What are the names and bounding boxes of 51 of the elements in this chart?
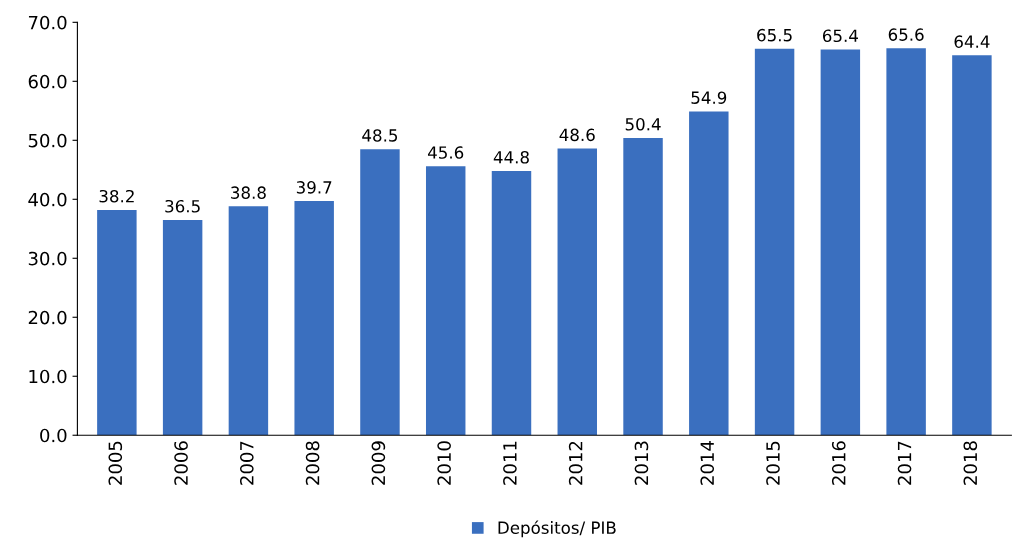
y-tick-label: 40.0 xyxy=(28,192,67,207)
x-tick-label: 2018 xyxy=(963,441,978,485)
x-tick-label: 2016 xyxy=(831,441,846,485)
bar xyxy=(820,49,861,436)
y-tick-label: 30.0 xyxy=(28,251,67,266)
x-tick-label: 2009 xyxy=(371,441,386,485)
data-label: 50.4 xyxy=(625,117,661,131)
y-tick-label: 70.0 xyxy=(28,15,67,30)
data-label: 36.5 xyxy=(165,199,200,213)
x-tick-label: 2017 xyxy=(897,441,912,485)
x-tick-label: 2011 xyxy=(503,441,517,485)
x-tick-label: 2008 xyxy=(305,441,320,485)
bar xyxy=(162,219,203,436)
data-label: 39.7 xyxy=(296,181,332,194)
data-label: 64.4 xyxy=(954,35,990,48)
bar xyxy=(294,201,334,436)
bar xyxy=(228,206,269,436)
data-label: 48.6 xyxy=(559,128,595,142)
data-label: 54.9 xyxy=(691,91,727,104)
x-tick-label: 2012 xyxy=(568,441,583,485)
y-tick-label: 50.0 xyxy=(28,133,67,148)
bar xyxy=(623,137,663,436)
x-tick-label: 2005 xyxy=(108,441,123,485)
x-tick-label: 2014 xyxy=(700,441,715,485)
bar xyxy=(886,48,926,436)
bar xyxy=(491,170,532,436)
bar xyxy=(557,148,597,436)
x-tick-label: 2007 xyxy=(239,441,254,485)
bar xyxy=(425,166,466,436)
data-label: 65.4 xyxy=(822,29,858,43)
bar xyxy=(689,111,729,436)
data-label: 48.5 xyxy=(362,129,398,142)
bar xyxy=(360,149,400,436)
bar xyxy=(952,55,992,436)
y-tick-label: 10.0 xyxy=(29,369,67,384)
data-label: 65.5 xyxy=(757,28,792,42)
data-label: 45.6 xyxy=(427,146,464,159)
bar xyxy=(97,209,137,436)
y-tick-label: 0.0 xyxy=(40,428,67,443)
data-label: 38.2 xyxy=(99,189,134,203)
legend-label: Depósitos/ PIB xyxy=(498,520,616,538)
y-tick-label: 20.0 xyxy=(28,310,67,325)
data-label: 65.6 xyxy=(888,28,924,41)
x-tick-label: 2010 xyxy=(437,441,451,485)
x-tick-label: 2013 xyxy=(634,441,649,485)
data-label: 38.8 xyxy=(231,186,266,199)
y-tick-label: 60.0 xyxy=(28,74,67,89)
bar xyxy=(754,48,795,436)
x-tick-label: 2006 xyxy=(174,441,188,485)
data-label: 44.8 xyxy=(493,150,529,164)
x-tick-label: 2015 xyxy=(766,441,780,485)
